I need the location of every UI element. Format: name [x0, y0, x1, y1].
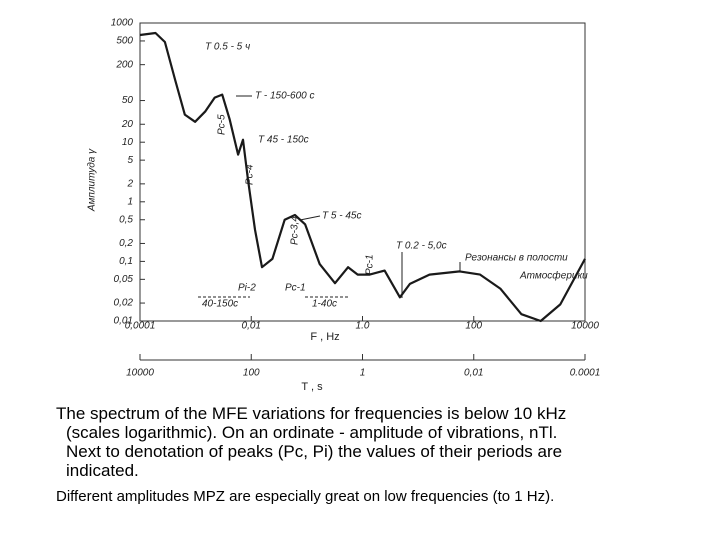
chart: Амплитуда γ F , Hz T , s T 0.5 - 5 ч T -…: [87, 18, 601, 393]
spectrum-line: [139, 31, 586, 323]
x-tick-label: 0,0001: [125, 321, 156, 332]
period-tick-label: 100: [243, 368, 260, 379]
period-axis-label: T , s: [301, 381, 323, 393]
y-tick-label: 0,5: [119, 214, 133, 225]
period-tick-label: 10000: [126, 368, 154, 379]
y-tick-label: 200: [115, 59, 133, 70]
period-tick-label: 0,01: [464, 368, 483, 379]
x-tick-label: 1.0: [356, 321, 370, 332]
x-tick-label: 100: [465, 321, 482, 332]
annotation: Pc-1: [285, 283, 306, 294]
caption-line: Next to denotation of peaks (Pc, Pi) the…: [66, 442, 563, 461]
caption-line: The spectrum of the MFE variations for f…: [56, 404, 567, 423]
y-tick-label: 50: [122, 95, 134, 106]
caption-paragraph: Different amplitudes MPZ are especially …: [56, 488, 555, 505]
annotation: Pc-4: [245, 164, 256, 185]
annotation: Pc-1: [365, 254, 376, 275]
y-tick-label: 500: [116, 36, 133, 47]
y-axis-label: Амплитуда γ: [87, 148, 98, 212]
annotation: Pi-2: [238, 283, 256, 294]
annotation: T 45 - 150c: [258, 135, 309, 146]
plot-frame: [139, 22, 586, 322]
y-tick-label: 0,05: [114, 274, 134, 285]
y-tick-label: 0,2: [119, 238, 133, 249]
annotation: T 0.5 - 5 ч: [205, 42, 250, 53]
y-tick-label: 1000: [111, 18, 134, 29]
y-tick-label: 2: [126, 178, 133, 189]
annotation: Резонансы в полости: [465, 253, 568, 264]
x-tick-label: 10000: [571, 321, 599, 332]
caption-line: (scales logarithmic). On an ordinate - a…: [66, 423, 558, 442]
annotation: 1-40c: [312, 299, 337, 310]
annotation: Атмосферики: [519, 270, 588, 282]
x-tick-label: 0,01: [242, 321, 261, 332]
y-tick-label: 20: [121, 119, 134, 130]
y-tick-label: 0,01: [114, 316, 133, 327]
annotation: 40-150c: [202, 299, 238, 310]
caption-line: indicated.: [66, 461, 139, 480]
annotation: Pc-3,4: [290, 216, 301, 245]
period-tick-label: 1: [360, 368, 366, 379]
caption-paragraph: The spectrum of the MFE variations for f…: [56, 404, 696, 480]
y-tick-label: 0,02: [114, 298, 134, 309]
annotation: T - 150-600 c: [255, 91, 314, 102]
period-tick-label: 0.0001: [570, 368, 601, 379]
y-tick-label: 5: [127, 155, 133, 166]
annotation: Pc-5: [217, 114, 228, 135]
y-tick-label: 0,1: [119, 256, 133, 267]
annotation: T 0.2 - 5,0c: [396, 241, 447, 252]
leader: [299, 215, 321, 221]
y-tick-label: 10: [122, 137, 134, 148]
x-axis-label: F , Hz: [310, 331, 339, 343]
annotation: T 5 - 45c: [322, 211, 361, 222]
y-tick-label: 1: [127, 196, 133, 207]
